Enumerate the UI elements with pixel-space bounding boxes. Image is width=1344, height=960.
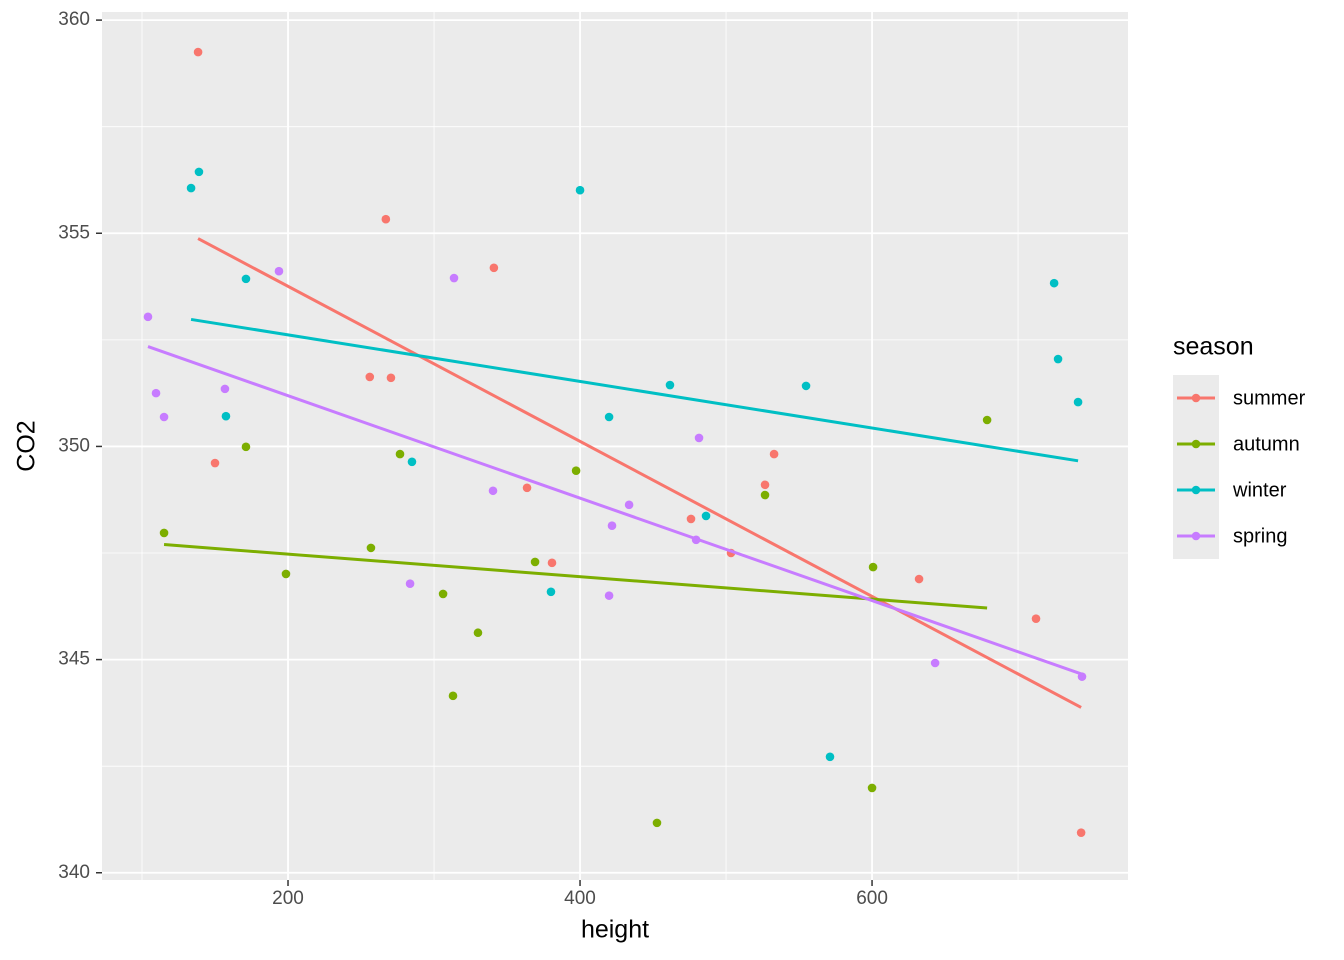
point [274, 266, 284, 276]
point [547, 558, 557, 568]
point [546, 587, 556, 597]
point [241, 442, 251, 452]
point [489, 263, 499, 273]
point [407, 457, 417, 467]
point [281, 569, 291, 579]
point [801, 381, 811, 391]
point [769, 449, 779, 459]
point [1073, 397, 1083, 407]
point [221, 411, 231, 421]
point [1049, 278, 1059, 288]
legend-point [1191, 485, 1201, 495]
point [143, 312, 153, 322]
x-axis-title: height [581, 916, 649, 944]
point [571, 466, 581, 476]
point [530, 557, 540, 567]
y-axis-title: CO2 [13, 420, 41, 471]
point [867, 783, 877, 793]
point [210, 458, 220, 468]
fit-line [163, 543, 988, 610]
point [186, 183, 196, 193]
legend-point [1191, 393, 1201, 403]
point [522, 483, 532, 493]
point [386, 373, 396, 383]
legend-label: autumn [1233, 433, 1300, 455]
point [395, 449, 405, 459]
point [365, 372, 375, 382]
point [381, 214, 391, 224]
fit-line [197, 237, 1082, 709]
y-tick-label: 350 [58, 435, 90, 456]
point [1076, 828, 1086, 837]
point [652, 818, 662, 828]
point [665, 380, 675, 390]
legend-label: winter [1232, 479, 1287, 501]
point [241, 274, 251, 284]
point [825, 752, 835, 762]
point [624, 500, 634, 510]
x-tick-label: 600 [856, 888, 888, 909]
point [604, 591, 614, 600]
point [151, 388, 161, 398]
point [1031, 614, 1041, 623]
point [438, 589, 448, 599]
y-tick-label: 340 [58, 862, 90, 883]
point [701, 511, 711, 521]
point [366, 543, 376, 553]
x-tick-label: 400 [564, 888, 596, 909]
point [220, 384, 230, 394]
y-tick-label: 360 [58, 9, 90, 30]
point [488, 486, 498, 496]
legend-point [1191, 439, 1201, 449]
point [760, 490, 770, 500]
point [448, 691, 458, 701]
point [868, 562, 878, 572]
point [449, 273, 459, 283]
point [194, 167, 204, 177]
y-tick-label: 355 [58, 222, 90, 243]
fit-line [190, 317, 1079, 463]
point [575, 185, 585, 195]
legend-point [1191, 531, 1201, 541]
legend-label: summer [1233, 387, 1306, 409]
point [159, 412, 169, 422]
point [193, 47, 203, 57]
point [473, 628, 483, 638]
point [982, 415, 992, 425]
point [607, 521, 617, 531]
point [159, 528, 169, 538]
fit-line [147, 345, 1083, 676]
point [694, 433, 704, 443]
point [914, 574, 924, 584]
x-tick-label: 200 [272, 888, 304, 909]
point [1053, 354, 1063, 364]
point [686, 514, 696, 524]
legend-title: season [1173, 333, 1254, 361]
point [405, 579, 415, 589]
point [930, 658, 940, 668]
point [760, 480, 770, 490]
point [604, 412, 614, 422]
y-tick-label: 345 [58, 649, 90, 670]
legend-label: spring [1233, 525, 1287, 547]
